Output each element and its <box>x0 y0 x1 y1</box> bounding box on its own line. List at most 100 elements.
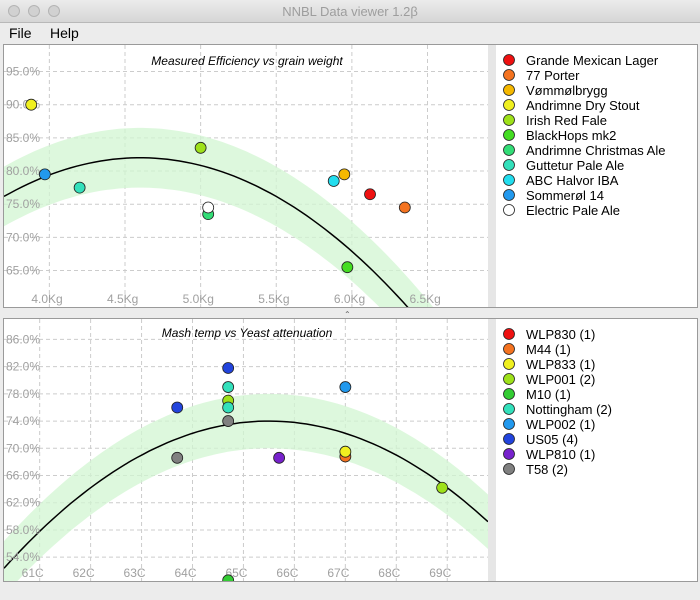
efficiency-chart: 4.0Kg 4.5Kg 5.0Kg 5.5Kg 6.0Kg 6.5Kg 65.0% 70.0%… <box>4 45 665 307</box>
x-tick-label: 68C <box>378 566 400 580</box>
data-point[interactable] <box>222 415 235 427</box>
data-point[interactable] <box>222 362 235 374</box>
legend-label: ABC Halvor IBA <box>526 173 619 188</box>
close-window-button[interactable] <box>8 5 20 17</box>
x-tick-label: 67C <box>327 566 349 580</box>
data-point[interactable] <box>73 181 86 194</box>
legend-label: M44 (1) <box>526 342 571 357</box>
y-tick-label: 80.0% <box>6 164 40 178</box>
data-point[interactable] <box>364 188 376 201</box>
divider-grip-icon: ⌃ <box>344 310 351 319</box>
y-tick-label: 66.0% <box>6 469 40 483</box>
data-point[interactable] <box>338 168 351 181</box>
menu-file[interactable]: File <box>9 25 32 41</box>
data-point[interactable] <box>222 381 235 393</box>
y-tick-label: 95.0% <box>6 65 40 79</box>
chart-scrollbar[interactable] <box>488 45 496 307</box>
legend-marker <box>503 373 515 385</box>
data-point[interactable] <box>202 201 215 214</box>
legend-marker <box>503 328 515 340</box>
x-tick-label: 5.5Kg <box>258 292 289 306</box>
x-tick-label: 61C <box>22 566 44 580</box>
split-pane-divider[interactable]: ⌃ <box>0 308 700 319</box>
data-point[interactable] <box>25 98 38 111</box>
legend-label: WLP810 (1) <box>526 447 595 462</box>
legend-marker <box>503 99 515 111</box>
legend-label: Andrimne Christmas Ale <box>526 143 665 158</box>
chart-title: Measured Efficiency vs grain weight <box>151 54 343 68</box>
confidence-band <box>4 127 434 307</box>
legend-label: WLP833 (1) <box>526 357 595 372</box>
band-layer <box>4 127 434 307</box>
legend-label: Nottingham (2) <box>526 402 612 417</box>
data-point[interactable] <box>436 481 449 494</box>
x-tick-label: 6.0Kg <box>334 292 365 306</box>
legend-marker <box>503 144 515 156</box>
data-point[interactable] <box>222 401 235 414</box>
legend-label: WLP830 (1) <box>526 327 595 342</box>
y-tick-label: 75.0% <box>6 197 40 211</box>
data-point[interactable] <box>339 381 352 393</box>
fit-curve <box>4 420 489 569</box>
curve-layer <box>4 420 489 569</box>
menu-bar: File Help <box>0 23 700 43</box>
legend-label: M10 (1) <box>526 387 571 402</box>
legend-label: US05 (4) <box>526 432 578 447</box>
legend-marker <box>503 463 515 475</box>
data-point[interactable] <box>341 261 354 274</box>
legend-marker <box>503 403 515 415</box>
y-tick-label: 58.0% <box>6 523 40 537</box>
y-tick-label: 74.0% <box>6 414 40 428</box>
legend-layer: WLP830 (1)M44 (1)WLP833 (1)WLP001 (2)M10… <box>503 327 612 477</box>
axis-labels-layer: 4.0Kg 4.5Kg 5.0Kg 5.5Kg 6.0Kg 6.5Kg 65.0% 70.0%… <box>6 65 441 306</box>
menu-help[interactable]: Help <box>50 25 79 41</box>
data-point[interactable] <box>171 401 184 414</box>
axis-labels-layer: 61C 62C 63C 64C 65C 66C 67C 68C 69C54.0%58.0%62.… <box>6 332 452 580</box>
x-tick-label: 4.5Kg <box>107 292 138 306</box>
legend-marker <box>503 84 515 96</box>
chart-title: Mash temp vs Yeast attenuation <box>162 326 333 340</box>
legend-marker <box>503 114 515 126</box>
data-point[interactable] <box>194 141 207 154</box>
data-point[interactable] <box>171 451 184 464</box>
fit-curve <box>4 157 409 307</box>
data-point[interactable] <box>398 201 411 214</box>
legend-label: Irish Red Fale <box>526 113 607 128</box>
zoom-window-button[interactable] <box>48 5 60 17</box>
data-point[interactable] <box>222 574 235 581</box>
y-tick-label: 65.0% <box>6 264 40 278</box>
y-tick-label: 82.0% <box>6 360 40 374</box>
curve-layer <box>4 157 409 307</box>
data-point[interactable] <box>339 445 352 458</box>
data-point[interactable] <box>38 168 51 181</box>
legend-label: Guttetur Pale Ale <box>526 158 624 173</box>
legend-marker <box>503 129 515 141</box>
legend-marker <box>503 189 515 201</box>
legend-label: Vømmølbrygg <box>526 83 608 98</box>
legend-label: Sommerøl 14 <box>526 188 604 203</box>
legend-marker <box>503 343 515 355</box>
legend-marker <box>503 204 515 216</box>
y-tick-label: 86.0% <box>6 332 40 346</box>
legend-label: T58 (2) <box>526 462 568 477</box>
data-point[interactable] <box>273 451 286 464</box>
minimize-window-button[interactable] <box>28 5 40 17</box>
y-tick-label: 70.0% <box>6 441 40 455</box>
legend-marker <box>503 388 515 400</box>
chart-scrollbar[interactable] <box>488 319 496 581</box>
data-point[interactable] <box>327 175 340 187</box>
legend-marker <box>503 358 515 370</box>
legend-marker <box>503 69 515 81</box>
legend-marker <box>503 448 515 460</box>
points-layer <box>25 98 411 274</box>
legend-marker <box>503 433 515 445</box>
legend-label: Andrimne Dry Stout <box>526 98 640 113</box>
window-titlebar: NNBL Data viewer 1.2β <box>0 0 700 23</box>
legend-label: BlackHops mk2 <box>526 128 616 143</box>
legend-marker <box>503 174 515 186</box>
x-tick-label: 64C <box>175 566 197 580</box>
legend-label: Electric Pale Ale <box>526 203 620 218</box>
x-tick-label: 69C <box>429 566 451 580</box>
attenuation-chart: 61C 62C 63C 64C 65C 66C 67C 68C 69C54.0%58.0%62.… <box>4 319 612 581</box>
